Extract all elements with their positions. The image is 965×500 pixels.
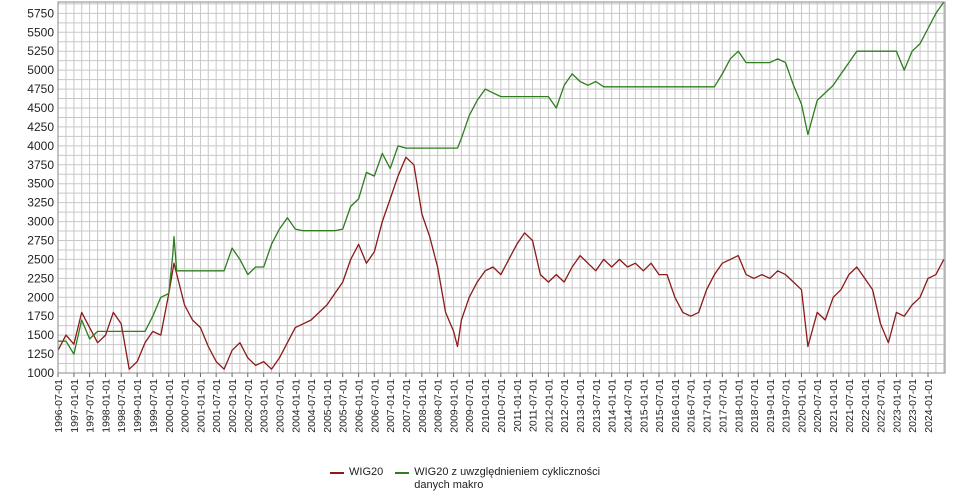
x-tick-label: 2010-01-01 [480,379,492,433]
y-tick-label: 2750 [27,234,54,248]
x-tick-label: 2001-01-01 [195,379,207,433]
legend: WIG20 WIG20 z uwzględnieniem cyklicznośc… [330,466,626,492]
y-tick-label: 1250 [27,347,54,361]
y-tick-label: 5750 [27,6,54,20]
y-tick-label: 5250 [27,44,54,58]
x-tick-label: 2017-07-01 [717,379,729,433]
x-tick-label: 2024-01-01 [923,379,935,433]
y-tick-label: 1000 [27,366,54,380]
y-tick-label: 4500 [27,101,54,115]
x-tick-label: 2016-07-01 [686,379,698,433]
x-tick-label: 2013-01-01 [575,379,587,433]
x-tick-label: 2011-07-01 [527,379,539,432]
x-tick-label: 2021-07-01 [844,379,856,433]
y-tick-label: 4750 [27,82,54,96]
x-tick-label: 2006-07-01 [369,379,381,433]
y-axis: 1000 1250 1500 1750 2000 2250 2500 2750 3000 3250… [27,6,54,380]
x-tick-label: 2014-01-01 [607,379,619,433]
x-tick-label: 2016-01-01 [670,379,682,433]
x-tick-label: 2000-01-01 [164,379,176,433]
legend-label-wig20: WIG20 [349,466,384,478]
series-lines [57,1,945,370]
x-tick-label: 2023-01-01 [891,379,903,433]
x-tick-label: 2006-01-01 [354,379,366,433]
x-tick-label: 2013-07-01 [591,379,603,433]
x-tick-label: 2021-01-01 [828,379,840,433]
x-tick-label: 2015-07-01 [654,379,666,433]
x-tick-label: 1999-07-01 [148,379,160,433]
x-tick-label: 1996-07-01 [53,379,65,433]
x-tick-label: 2003-07-01 [274,379,286,433]
x-tick-label: 2020-07-01 [812,379,824,433]
x-tick-label: 2019-07-01 [781,379,793,433]
x-tick-label: 2001-07-01 [211,379,223,433]
legend-item-wig20-macro: WIG20 z uwzględnieniem cykliczności dany… [395,466,614,492]
y-tick-label: 3250 [27,196,54,210]
x-tick-label: 2010-07-01 [496,379,508,433]
y-tick-label: 2500 [27,252,54,266]
x-tick-label: 2007-07-01 [401,379,413,433]
x-axis: 1996-07-01 1997-01-01 1997-07-01 1998-01-01… [53,373,935,433]
x-tick-label: 2005-07-01 [338,379,350,433]
y-tick-label: 4000 [27,139,54,153]
x-tick-label: 2004-01-01 [290,379,302,433]
x-tick-label: 2012-01-01 [543,379,555,433]
y-tick-label: 3000 [27,215,54,229]
y-tick-label: 5500 [27,25,54,39]
y-tick-label: 2000 [27,290,54,304]
x-tick-label: 2019-01-01 [765,379,777,433]
x-tick-label: 2011-01-01 [512,379,524,432]
x-tick-label: 2008-01-01 [417,379,429,433]
x-tick-label: 2009-01-01 [449,379,461,433]
legend-swatch-wig20-macro [395,472,410,474]
legend-label-wig20-macro: WIG20 z uwzględnieniem cykliczności dany… [414,466,601,491]
y-tick-label: 4250 [27,120,54,134]
x-tick-label: 2022-01-01 [860,379,872,433]
x-tick-label: 2017-01-01 [702,379,714,433]
y-tick-label: 1500 [27,328,54,342]
y-tick-label: 5000 [27,63,54,77]
x-tick-label: 2000-07-01 [180,379,192,433]
x-tick-label: 2020-01-01 [796,379,808,433]
x-tick-label: 1999-01-01 [132,379,144,433]
x-tick-label: 1998-01-01 [101,379,113,433]
series-line-wig20-macro [58,1,945,355]
line-chart: 1000 1250 1500 1750 2000 2250 2500 2750 3000 3250… [27,1,946,433]
x-tick-label: 2012-07-01 [559,379,571,433]
x-tick-label: 1997-01-01 [69,379,81,433]
legend-swatch-wig20 [330,472,344,474]
grid-lines [57,2,945,374]
x-tick-label: 1997-07-01 [85,379,97,433]
x-tick-label: 2007-01-01 [385,379,397,433]
x-tick-label: 2018-07-01 [749,379,761,433]
x-tick-label: 2015-01-01 [638,379,650,433]
plot-frame [57,1,946,374]
x-tick-label: 2008-07-01 [433,379,445,433]
y-tick-label: 2250 [27,271,54,285]
x-tick-label: 1998-07-01 [116,379,128,433]
y-tick-label: 3500 [27,177,54,191]
x-tick-label: 2022-07-01 [875,379,887,433]
y-tick-label: 1750 [27,309,54,323]
x-tick-label: 2009-07-01 [464,379,476,433]
x-tick-label: 2002-01-01 [227,379,239,433]
legend-item-wig20: WIG20 [330,466,383,479]
x-tick-label: 2018-01-01 [733,379,745,433]
x-tick-label: 2005-01-01 [322,379,334,433]
x-tick-label: 2004-07-01 [306,379,318,433]
x-tick-label: 2002-07-01 [243,379,255,433]
y-tick-label: 3750 [27,158,54,172]
series-line-wig20 [57,156,945,370]
x-tick-label: 2014-07-01 [622,379,634,433]
x-tick-label: 2003-01-01 [259,379,271,433]
x-tick-label: 2023-07-01 [907,379,919,433]
